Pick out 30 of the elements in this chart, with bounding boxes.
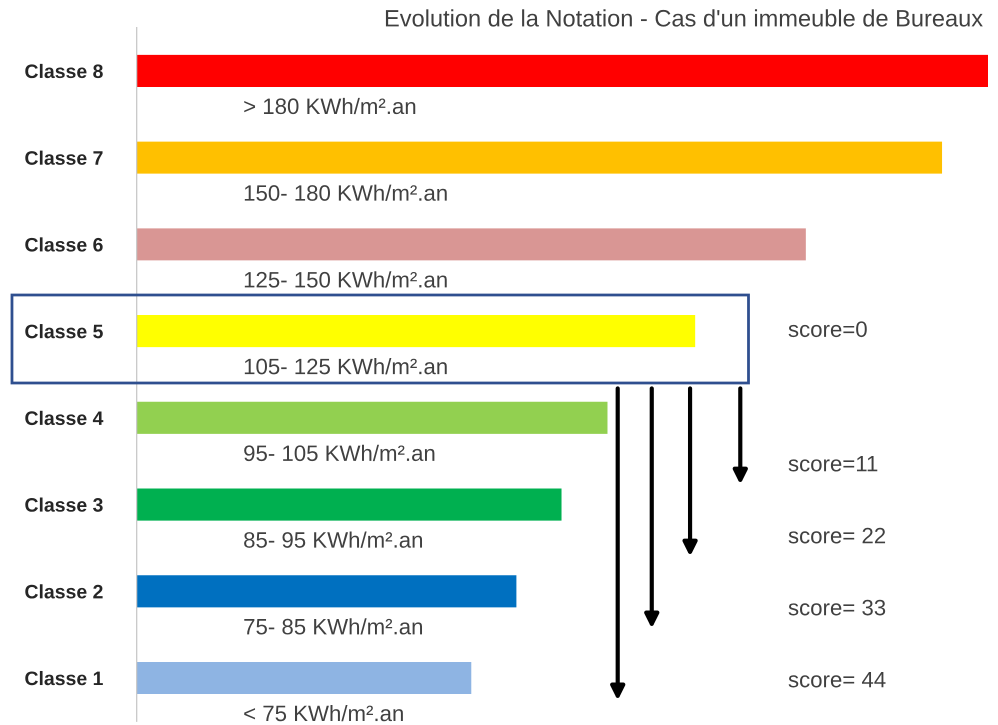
- chart-title: Evolution de la Notation - Cas d'un immeuble de Bureaux: [386, 9, 983, 27]
- y-tick-label: Classe 4: [25, 410, 104, 426]
- y-tick-label: Classe 6: [25, 237, 103, 252]
- bar: [136, 575, 516, 608]
- annotation: score=0: [788, 321, 867, 338]
- annotation: < 75 KWh/m².an: [244, 704, 403, 722]
- y-tick-label: Classe 7: [25, 150, 103, 165]
- bar: [136, 402, 608, 434]
- annotation: 105- 125 KWh/m².an: [244, 358, 447, 374]
- bar: [136, 142, 942, 174]
- bar: [136, 662, 472, 694]
- y-tick-label: Classe 8: [25, 64, 103, 78]
- bar: [136, 488, 562, 521]
- y-tick-label: Classe 2: [25, 584, 103, 599]
- annotation: score= 33: [788, 600, 886, 616]
- bar: [136, 228, 806, 260]
- annotation: 75- 85 KWh/m².an: [244, 618, 422, 635]
- y-tick-label: Classe 1: [25, 670, 103, 686]
- annotation: 125- 150 KWh/m².an: [244, 271, 447, 288]
- y-tick-label: Classe 5: [25, 324, 103, 338]
- bar: [136, 315, 696, 348]
- y-tick-label: Classe 3: [25, 498, 103, 512]
- annotation: score= 44: [788, 672, 886, 688]
- annotation: 150- 180 KWh/m².an: [244, 184, 447, 201]
- annotation: 85- 95 KWh/m².an: [244, 531, 422, 548]
- annotation: score=11: [788, 456, 878, 472]
- annotation: score= 22: [788, 528, 886, 544]
- annotation: 95- 105 KWh/m².an: [244, 444, 434, 462]
- annotation: > 180 KWh/m².an: [244, 98, 416, 114]
- bar: [136, 54, 988, 87]
